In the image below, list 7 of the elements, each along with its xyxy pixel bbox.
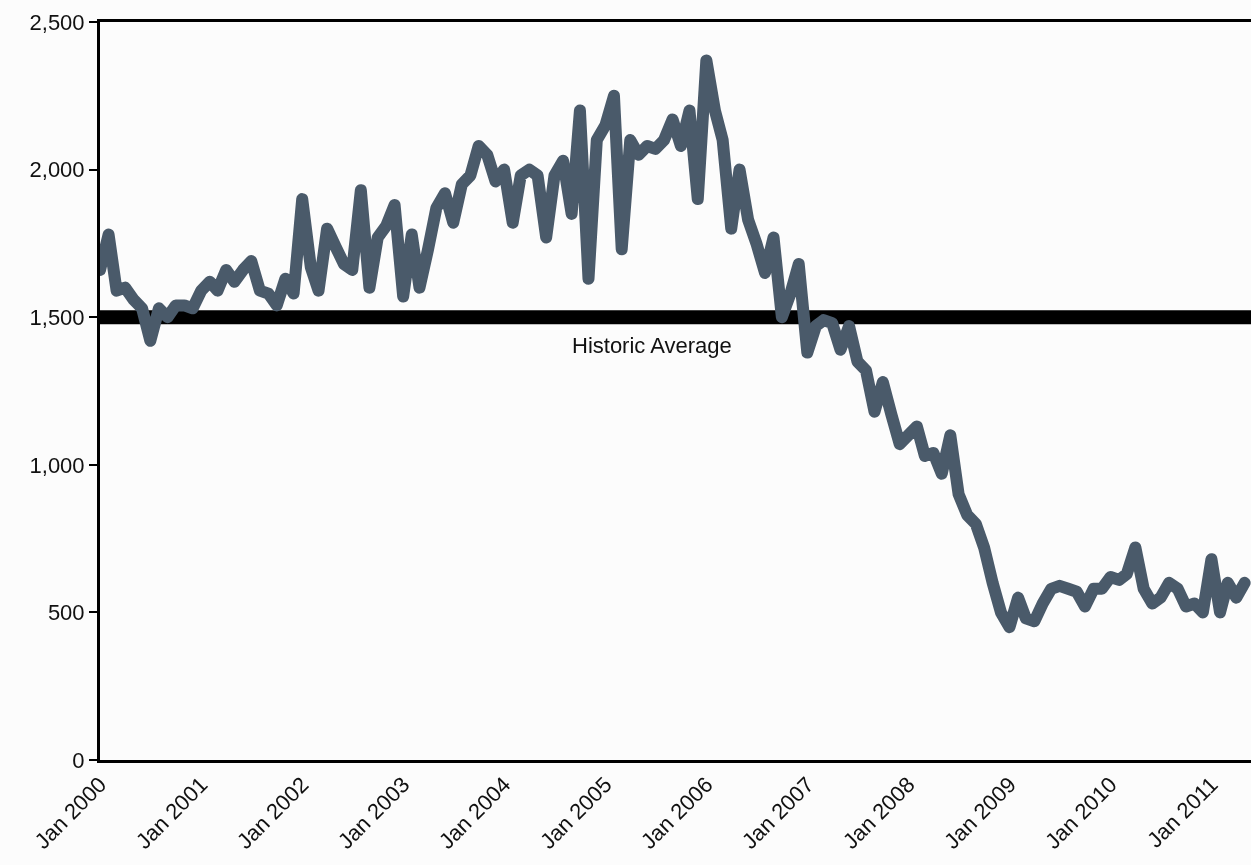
y-tick-label: 2,000 [29,157,85,183]
y-tick-label: 1,500 [29,304,85,330]
y-tick-label: 2,500 [29,9,85,35]
ref-line-label: Historic Average [572,333,732,358]
y-tick-label: 500 [47,600,85,626]
y-tick-label: 1,000 [29,452,85,478]
y-tick-label: 0 [72,747,85,773]
